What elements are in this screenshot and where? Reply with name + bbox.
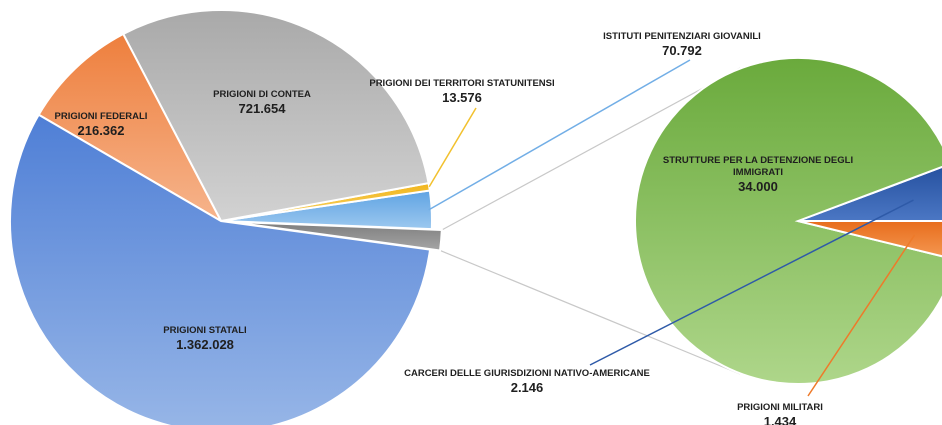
label-prigioni-di-contea-label: PRIGIONI DI CONTEA (213, 89, 311, 100)
label-strutture-per-la-detenzione-degli-immigrati-value: 34.000 (738, 179, 778, 194)
connector-line-bottom (439, 249, 741, 375)
label-prigioni-militari-value: 1.434 (764, 414, 797, 425)
main-pie (9, 9, 443, 425)
label-prigioni-federali-label: PRIGIONI FEDERALI (55, 111, 148, 122)
pie-slice-prigioni-federali (37, 32, 224, 224)
label-carceri-delle-giurisdizioni-nativo-americane-label: CARCERI DELLE GIURISDIZIONI NATIVO-AMERI… (404, 368, 650, 379)
secondary-pie (634, 57, 942, 385)
connector-lines (439, 67, 741, 375)
label-prigioni-federali-value: 216.362 (78, 123, 125, 138)
leader-line-carceri-delle-giurisdizioni-nativo-americane (589, 199, 914, 366)
label-prigioni-militari-label: PRIGIONI MILITARI (737, 402, 823, 413)
label-carceri-delle-giurisdizioni-nativo-americane-value: 2.146 (511, 380, 544, 395)
connector-line-top (441, 67, 741, 231)
leader-line-istituti-penitenziari-giovanili (428, 59, 691, 211)
pie-slice-altre-strutture (230, 220, 443, 252)
label-prigioni-dei-territori-statunitensi-value: 13.576 (442, 90, 482, 105)
label-istituti-penitenziari-giovanili-label: ISTITUTI PENITENZIARI GIOVANILI (603, 31, 761, 42)
label-prigioni-di-contea-value: 721.654 (239, 101, 287, 116)
leader-lines (428, 59, 916, 397)
label-istituti-penitenziari-giovanili-value: 70.792 (662, 43, 702, 58)
leader-line-prigioni-dei-territori-statunitensi (428, 107, 477, 188)
label-prigioni-statali-value: 1.362.028 (176, 337, 234, 352)
label-prigioni-statali-label: PRIGIONI STATALI (163, 325, 246, 336)
label-strutture-per-la-detenzione-degli-immigrati-label: STRUTTURE PER LA DETENZIONE DEGLI IMMIGRA… (663, 155, 853, 178)
leader-line-prigioni-militari (807, 234, 916, 397)
pie-slice-prigioni-di-contea (121, 9, 430, 223)
label-prigioni-dei-territori-statunitensi-label: PRIGIONI DEI TERRITORI STATUNITENSI (369, 78, 554, 89)
pie-slice-prigioni-militari (797, 220, 942, 258)
pie-slice-prigioni-statali (9, 113, 432, 425)
